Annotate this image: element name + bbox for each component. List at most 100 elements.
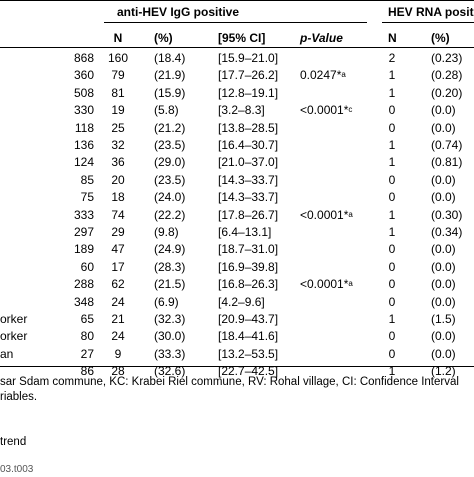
row-rna-n: 0: [388, 103, 396, 117]
row-p-value-superscript: a: [348, 279, 353, 288]
row-igg-pct: (24.9): [154, 242, 186, 256]
row-label: orker: [0, 329, 28, 343]
row-rna-pct: (0.23): [431, 51, 463, 65]
row-rna-n: 0: [388, 295, 396, 309]
row-rna-n: 0: [388, 173, 396, 187]
row-p-value: 0.0247*a: [300, 68, 346, 82]
row-p-value: <0.0001*c: [300, 103, 352, 117]
row-igg-ci: [16.8–26.3]: [218, 277, 279, 291]
header-col-p: p-Value: [300, 31, 343, 45]
header-col-ci: [95% CI]: [218, 31, 266, 45]
row-total: 27: [80, 347, 94, 361]
row-igg-pct: (21.9): [154, 68, 186, 82]
row-p-value-superscript: a: [341, 70, 346, 79]
row-p-value-superscript: a: [348, 210, 353, 219]
footnote-trend: trend: [0, 436, 27, 448]
row-igg-ci: [14.3–33.7]: [218, 173, 279, 187]
row-igg-ci: [21.0–37.0]: [218, 155, 279, 169]
row-igg-pct: (23.5): [154, 173, 186, 187]
row-total: 508: [73, 86, 94, 100]
table-top-rule: [0, 0, 474, 1]
header-col-pct: (%): [154, 31, 173, 45]
row-igg-n: 9: [114, 347, 122, 361]
row-igg-n: 74: [111, 208, 125, 222]
header-col-rna-n: N: [388, 31, 397, 45]
row-total: 65: [80, 312, 94, 326]
row-rna-pct: (0.0): [431, 190, 456, 204]
row-rna-n: 0: [388, 242, 396, 256]
row-rna-n: 1: [388, 68, 396, 82]
row-p-value-superscript: c: [348, 105, 353, 114]
row-rna-n: 1: [388, 208, 396, 222]
row-igg-n: 24: [111, 329, 125, 343]
row-igg-n: 19: [111, 103, 125, 117]
row-rna-pct: (0.0): [431, 103, 456, 117]
row-igg-n: 21: [111, 312, 125, 326]
row-rna-n: 1: [388, 86, 396, 100]
row-rna-n: 0: [388, 277, 396, 291]
row-rna-pct: (0.0): [431, 295, 456, 309]
row-igg-pct: (28.3): [154, 260, 186, 274]
row-rna-n: 0: [388, 190, 396, 204]
row-rna-pct: (0.28): [431, 68, 463, 82]
row-rna-pct: (0.74): [431, 138, 463, 152]
row-igg-pct: (32.3): [154, 312, 186, 326]
row-rna-n: 0: [388, 329, 396, 343]
row-total: 85: [80, 173, 94, 187]
row-igg-n: 18: [111, 190, 125, 204]
row-total: 288: [73, 277, 94, 291]
row-igg-pct: (21.5): [154, 277, 186, 291]
row-rna-n: 2: [388, 51, 396, 65]
row-rna-pct: (0.20): [431, 86, 463, 100]
header-group-igg: anti-HEV IgG positive: [117, 5, 240, 19]
row-total: 60: [80, 260, 94, 274]
row-rna-pct: (0.0): [431, 277, 456, 291]
row-igg-n: 79: [111, 68, 125, 82]
row-igg-pct: (24.0): [154, 190, 186, 204]
header-group-rna: HEV RNA positive: [388, 5, 474, 19]
row-igg-ci: [13.2–53.5]: [218, 347, 279, 361]
row-igg-ci: [17.7–26.2]: [218, 68, 279, 82]
row-rna-pct: (0.0): [431, 242, 456, 256]
row-total: 118: [74, 121, 94, 135]
row-igg-pct: (33.3): [154, 347, 186, 361]
header-col-p-label: p-Value: [300, 31, 343, 45]
row-igg-n: 17: [111, 260, 125, 274]
row-p-value-text: 0.0247*: [300, 68, 342, 82]
row-igg-pct: (15.9): [154, 86, 186, 100]
row-igg-pct: (9.8): [154, 225, 179, 239]
row-rna-pct: (0.0): [431, 260, 456, 274]
row-rna-pct: (0.0): [431, 347, 456, 361]
row-igg-n: 25: [111, 121, 125, 135]
row-igg-n: 36: [111, 155, 125, 169]
row-p-value: <0.0001*a: [300, 277, 353, 291]
row-total: 86: [80, 364, 94, 378]
row-igg-pct: (5.8): [154, 103, 179, 117]
row-rna-pct: (1.2): [431, 364, 456, 378]
row-rna-pct: (1.5): [431, 312, 456, 326]
row-rna-pct: (0.81): [431, 155, 463, 169]
row-igg-pct: (18.4): [154, 51, 186, 65]
row-rna-n: 1: [388, 312, 396, 326]
row-igg-pct: (32.6): [154, 364, 186, 378]
row-igg-n: 47: [111, 242, 125, 256]
row-igg-ci: [17.8–26.7]: [218, 208, 279, 222]
row-rna-n: 1: [388, 364, 396, 378]
header-bottom-rule: [0, 47, 474, 48]
row-rna-pct: (0.0): [431, 173, 456, 187]
row-igg-ci: [14.3–33.7]: [218, 190, 279, 204]
row-igg-pct: (29.0): [154, 155, 186, 169]
row-igg-pct: (30.0): [154, 329, 186, 343]
row-igg-pct: (23.5): [154, 138, 186, 152]
row-p-value-text: <0.0001*: [300, 103, 349, 117]
row-total: 348: [73, 295, 94, 309]
row-rna-n: 1: [388, 225, 396, 239]
row-igg-pct: (22.2): [154, 208, 186, 222]
row-rna-n: 0: [388, 260, 396, 274]
row-label: orker: [0, 312, 28, 326]
row-igg-ci: [18.7–31.0]: [218, 242, 279, 256]
row-rna-pct: (0.0): [431, 329, 456, 343]
row-igg-n: 62: [111, 277, 125, 291]
row-igg-n: 24: [111, 295, 125, 309]
